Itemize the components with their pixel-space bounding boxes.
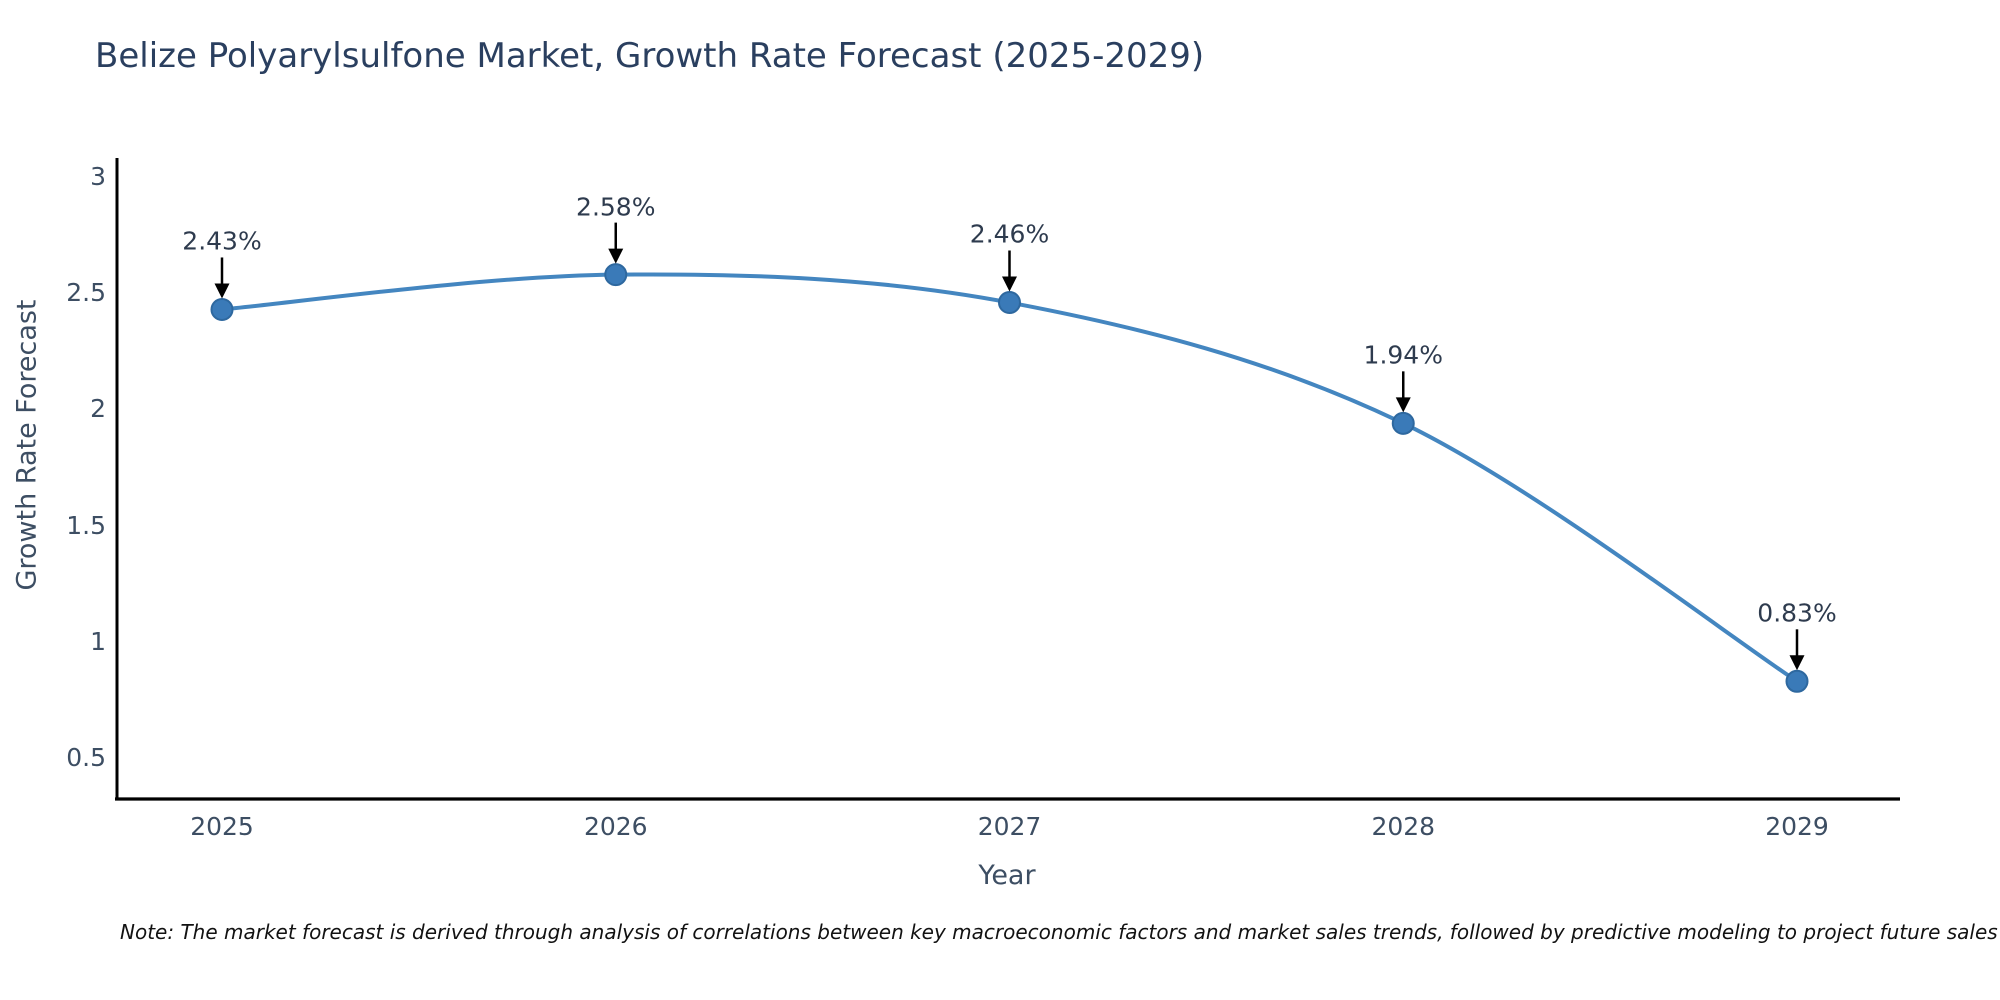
chart-title: Belize Polyarylsulfone Market, Growth Ra… — [95, 36, 1205, 76]
data-point-2025[interactable] — [210, 297, 234, 321]
annotation-label-2025: 2.43% — [182, 226, 262, 256]
x-tick-label-2026: 2026 — [583, 812, 648, 841]
annotation-arrow-head — [1002, 276, 1017, 292]
x-tick-label-2028: 2028 — [1371, 812, 1436, 841]
annotation-label-2028: 1.94% — [1363, 340, 1443, 370]
y-tick-label-1.5: 1.5 — [66, 510, 106, 540]
annotation-arrow-head — [608, 248, 624, 264]
annotation-arrow-head — [214, 283, 230, 299]
x-tick-label-2029: 2029 — [1765, 812, 1829, 841]
data-point-2027[interactable] — [998, 290, 1021, 314]
x-axis-title: Year — [978, 860, 1036, 891]
data-point-2029[interactable] — [1785, 669, 1809, 693]
x-tick-label-2027: 2027 — [977, 812, 1042, 841]
annotation-label-2027: 2.46% — [969, 219, 1050, 249]
y-tick-label-2: 2 — [90, 394, 106, 424]
annotation-label-2026: 2.58% — [576, 192, 656, 222]
annotation-label-2029: 0.83% — [1757, 598, 1837, 628]
annotation-arrow-head — [1395, 397, 1411, 413]
forecast-line — [220, 272, 1799, 684]
y-tick-label-0.5: 0.5 — [66, 743, 106, 772]
footnote-text: Note: The market forecast is derived thr… — [120, 920, 1998, 944]
y-tick-label-3: 3 — [90, 162, 106, 191]
annotation-arrow-head — [1789, 655, 1805, 671]
y-tick-label-2.5: 2.5 — [66, 278, 106, 308]
data-point-2026[interactable] — [604, 263, 628, 287]
x-tick-label-2025: 2025 — [190, 812, 254, 841]
y-tick-label-1: 1 — [90, 626, 106, 656]
y-axis-title: Growth Rate Forecast — [11, 299, 43, 591]
data-point-2028[interactable] — [1391, 411, 1415, 435]
